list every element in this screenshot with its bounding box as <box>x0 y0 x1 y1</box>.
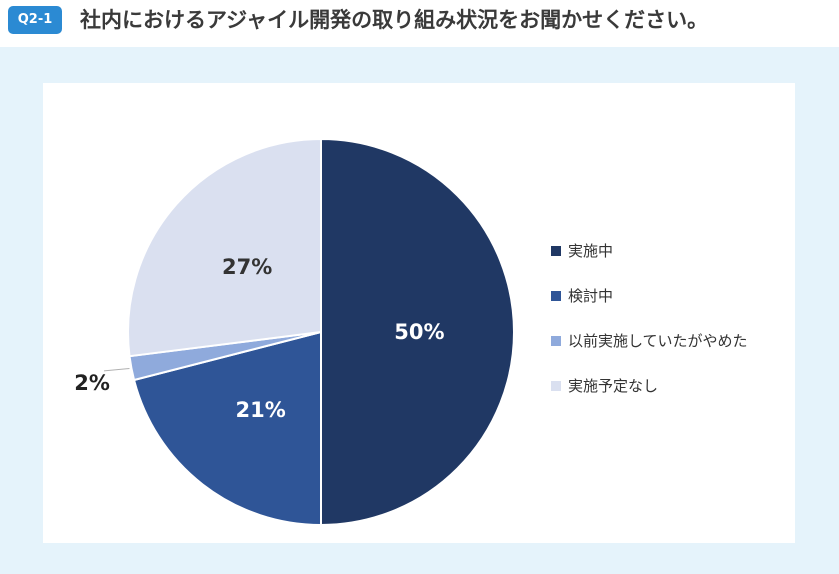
chart-panel: 50% 21% 2% 27% 実施中検討中以前実施していたがやめた 実施予定なし <box>0 47 839 574</box>
legend-label: 実施予定なし <box>568 377 659 395</box>
legend-label: 実施中 <box>568 242 614 260</box>
pie-slice-considering <box>132 330 322 527</box>
pie-slice-no-plan <box>127 137 322 358</box>
data-label-considering: 21% <box>236 398 286 422</box>
data-label-in-progress: 50% <box>394 320 444 344</box>
legend-label: 検討中 <box>568 287 614 305</box>
data-label-no-plan: 27% <box>222 255 272 279</box>
data-label-discontinued: 2% <box>74 371 110 395</box>
legend-swatch <box>551 336 561 346</box>
legend-swatch <box>551 246 561 256</box>
legend-swatch <box>551 381 561 391</box>
question-number-badge: Q2-1 <box>8 6 62 34</box>
question-header: Q2-1 社内におけるアジャイル開発の取り組み状況をお聞かせください。 <box>0 0 839 46</box>
chart-card: 50% 21% 2% 27% 実施中検討中以前実施していたがやめた 実施予定なし <box>43 83 795 543</box>
legend-swatch <box>551 291 561 301</box>
pie-slice-in-progress <box>320 137 515 527</box>
leader-line-discontinued <box>104 368 130 372</box>
pie-chart: 50% 21% 2% 27% <box>74 137 515 527</box>
question-title: 社内におけるアジャイル開発の取り組み状況をお聞かせください。 <box>80 8 709 32</box>
legend-label: 以前実施していたがやめた <box>568 332 748 350</box>
